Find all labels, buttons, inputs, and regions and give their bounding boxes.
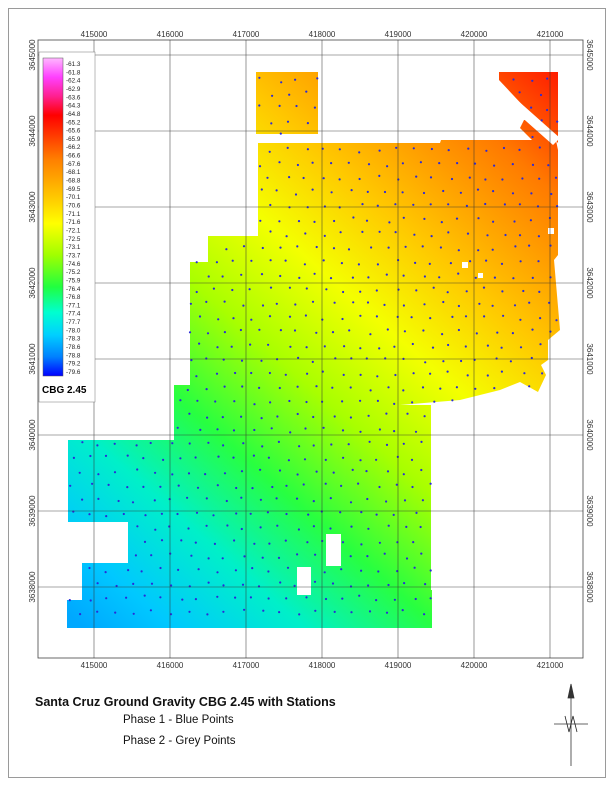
y-tick-right: 3645000 [585, 39, 594, 71]
x-tick-bottom: 420000 [461, 661, 488, 670]
colorbar-label: -70.6 [66, 203, 81, 210]
north-arrow-icon [554, 683, 588, 766]
colorbar-label: -65.6 [66, 128, 81, 135]
legend-phase1: Phase 1 - Blue Points [123, 714, 234, 726]
y-tick-left: 3645000 [28, 39, 37, 71]
colorbar-label: -73.1 [66, 244, 81, 251]
y-tick-labels-left: 3645000 3644000 3643000 3642000 3641000 … [28, 39, 37, 603]
colorbar-label: -79.2 [66, 361, 81, 368]
colorbar-label: -61.8 [66, 69, 81, 76]
x-tick-top: 417000 [233, 30, 260, 39]
colorbar-label: -77.1 [66, 302, 81, 309]
y-tick-left: 3644000 [28, 115, 37, 147]
gravity-field [67, 72, 560, 628]
y-tick-right: 3640000 [585, 419, 594, 451]
colorbar-label: -78.0 [66, 327, 81, 334]
colorbar-label: -74.6 [66, 261, 81, 268]
colorbar-title: CBG 2.45 [42, 385, 87, 396]
colorbar-label: -67.6 [66, 161, 81, 168]
colorbar-scale [42, 57, 64, 377]
x-tick-top: 416000 [157, 30, 184, 39]
colorbar-label: -78.8 [66, 352, 81, 359]
colorbar-label: -76.8 [66, 294, 81, 301]
x-tick-bottom: 421000 [537, 661, 564, 670]
y-tick-left: 3639000 [28, 495, 37, 527]
map-title: Santa Cruz Ground Gravity CBG 2.45 with … [35, 695, 336, 709]
y-tick-right: 3638000 [585, 571, 594, 603]
colorbar-label: -68.8 [66, 178, 81, 185]
colorbar-legend: -61.3-61.8 -62.4-62.9-63.6 -64.3-64.8-65.2… [38, 51, 96, 403]
colorbar-label: -62.9 [66, 86, 81, 93]
x-tick-labels-bottom: 415000 416000 417000 418000 419000 42000… [81, 661, 564, 670]
x-tick-bottom: 419000 [385, 661, 412, 670]
x-tick-top: 415000 [81, 30, 108, 39]
colorbar-label: -71.1 [66, 211, 81, 218]
y-tick-right: 3639000 [585, 495, 594, 527]
y-tick-right: 3642000 [585, 267, 594, 299]
x-tick-bottom: 416000 [157, 661, 184, 670]
colorbar-label: -61.3 [66, 61, 81, 68]
colorbar-label: -64.8 [66, 111, 81, 118]
colorbar-label: -66.6 [66, 153, 81, 160]
colorbar-label: -65.2 [66, 119, 81, 126]
colorbar-label: -63.6 [66, 94, 81, 101]
x-tick-bottom: 415000 [81, 661, 108, 670]
colorbar-label: -75.9 [66, 277, 81, 284]
y-tick-right: 3641000 [585, 343, 594, 375]
colorbar-label: -68.1 [66, 169, 81, 176]
colorbar-label: -77.4 [66, 311, 81, 318]
y-tick-left: 3640000 [28, 419, 37, 451]
colorbar-label: -76.4 [66, 286, 81, 293]
y-tick-labels-right: 3645000 3644000 3643000 3642000 3641000 … [585, 39, 594, 603]
y-tick-right: 3643000 [585, 191, 594, 223]
colorbar-label: -72.5 [66, 236, 81, 243]
x-tick-top: 420000 [461, 30, 488, 39]
colorbar-label: -78.6 [66, 344, 81, 351]
colorbar-label: -72.1 [66, 228, 81, 235]
legend-phase2: Phase 2 - Grey Points [123, 735, 236, 747]
y-tick-right: 3644000 [585, 115, 594, 147]
colorbar-label: -73.7 [66, 253, 81, 260]
y-tick-left: 3638000 [28, 571, 37, 603]
colorbar-label: -62.4 [66, 78, 81, 85]
x-tick-top: 418000 [309, 30, 336, 39]
y-tick-left: 3642000 [28, 267, 37, 299]
x-tick-top: 419000 [385, 30, 412, 39]
x-tick-bottom: 417000 [233, 661, 260, 670]
colorbar-label: -64.3 [66, 103, 81, 110]
x-tick-top: 421000 [537, 30, 564, 39]
y-tick-left: 3641000 [28, 343, 37, 375]
colorbar-label: -71.6 [66, 219, 81, 226]
colorbar-label: -69.5 [66, 186, 81, 193]
colorbar-label: -75.2 [66, 269, 81, 276]
colorbar-label: -70.1 [66, 194, 81, 201]
colorbar-label: -65.9 [66, 136, 81, 143]
y-tick-left: 3643000 [28, 191, 37, 223]
colorbar-label: -66.2 [66, 144, 81, 151]
x-tick-bottom: 418000 [309, 661, 336, 670]
colorbar-labels: -61.3-61.8 -62.4-62.9-63.6 -64.3-64.8-65.2… [66, 61, 81, 376]
x-tick-labels-top: 415000 416000 417000 418000 419000 42000… [81, 30, 564, 39]
colorbar-label: -79.6 [66, 369, 81, 376]
colorbar-label: -78.3 [66, 336, 81, 343]
colorbar-label: -77.7 [66, 319, 81, 326]
